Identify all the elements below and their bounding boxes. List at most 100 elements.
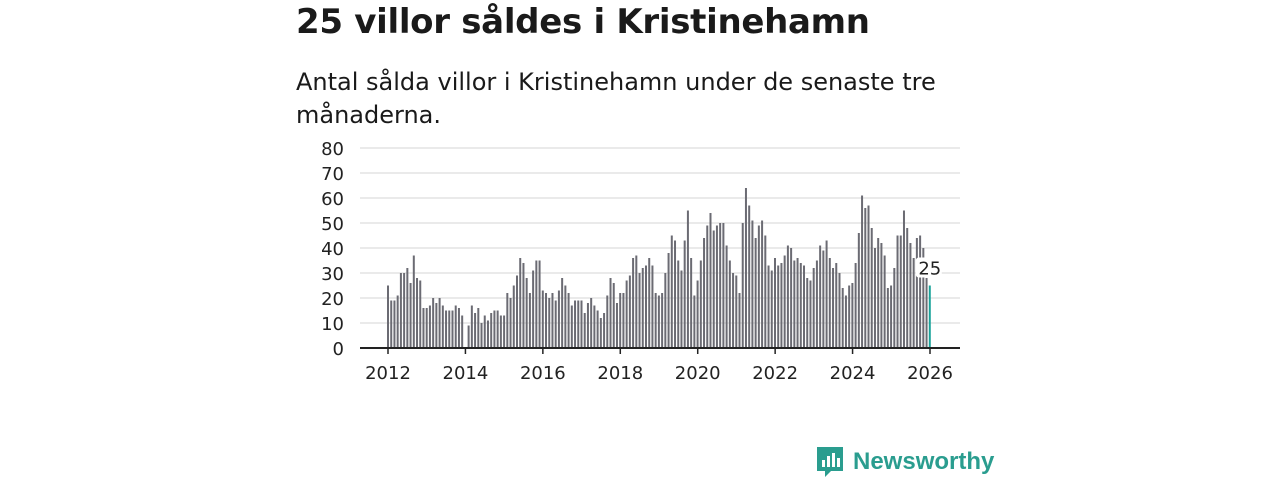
bar [590, 298, 593, 348]
bar [480, 323, 483, 348]
bar [815, 260, 818, 348]
bar [612, 283, 615, 348]
x-tick-label: 2022 [752, 363, 798, 384]
x-tick-label: 2012 [365, 363, 411, 384]
bar [677, 260, 680, 348]
bar [877, 238, 880, 348]
data-label-latest: 25 [918, 259, 941, 280]
bar [419, 280, 422, 348]
bar [925, 278, 928, 348]
bar [880, 243, 883, 348]
bar [744, 188, 747, 348]
bar [890, 285, 893, 348]
bar [674, 240, 677, 348]
bar [428, 305, 431, 348]
bar [451, 310, 454, 348]
bar [493, 310, 496, 348]
bar [609, 278, 612, 348]
bar [467, 325, 470, 348]
bar [603, 313, 606, 348]
newsworthy-logo-icon [817, 447, 843, 477]
bar [922, 248, 925, 348]
bar [754, 238, 757, 348]
x-tick-label: 2026 [907, 363, 953, 384]
bar [641, 268, 644, 348]
x-tick-label: 2020 [675, 363, 721, 384]
bar [873, 248, 876, 348]
bar [625, 280, 628, 348]
bar [438, 298, 441, 348]
bar [577, 300, 580, 348]
bar [593, 305, 596, 348]
bar [470, 305, 473, 348]
bar [570, 305, 573, 348]
y-tick-label: 50 [321, 214, 344, 235]
bar [406, 268, 409, 348]
bar [767, 265, 770, 348]
bar [715, 225, 718, 348]
bar [561, 278, 564, 348]
bar [606, 295, 609, 348]
bar [893, 268, 896, 348]
bar [825, 240, 828, 348]
grid-lines [360, 147, 960, 324]
x-axis-ticks: 2012 2014 2016 2018 2020 2022 2024 2026 [365, 348, 953, 384]
bar [461, 315, 464, 348]
bar [680, 270, 683, 348]
bar-latest [928, 285, 931, 348]
bar [477, 308, 480, 348]
bar [541, 290, 544, 348]
bar [628, 275, 631, 348]
y-tick-label: 60 [321, 189, 344, 210]
bar [432, 298, 435, 348]
bar [722, 223, 725, 348]
bar [886, 288, 889, 348]
y-axis-ticks: 0 10 20 30 40 50 60 70 80 [321, 139, 344, 360]
x-tick-label: 2018 [597, 363, 643, 384]
bar [387, 285, 389, 348]
bar [857, 233, 860, 348]
bar [851, 283, 854, 348]
bar [773, 258, 776, 348]
bar [525, 278, 528, 348]
bar [867, 205, 870, 348]
bar [822, 250, 825, 348]
bar [564, 285, 567, 348]
bar [757, 225, 760, 348]
bar [667, 253, 670, 348]
bar [738, 293, 741, 348]
bar [690, 258, 693, 348]
bar [854, 263, 857, 348]
bar [448, 310, 451, 348]
bar [838, 273, 841, 348]
bar [567, 293, 570, 348]
brand-name: Newsworthy [853, 448, 995, 475]
bar [615, 303, 618, 348]
bar [699, 260, 702, 348]
bar [661, 293, 664, 348]
bar [670, 235, 673, 348]
bar [528, 293, 531, 348]
bar [828, 258, 831, 348]
bar [703, 238, 706, 348]
bar [696, 280, 699, 348]
bar [683, 240, 686, 348]
bar [499, 315, 502, 348]
y-tick-label: 70 [321, 164, 344, 185]
bar [806, 278, 809, 348]
bar [416, 278, 419, 348]
bar [793, 260, 796, 348]
bar [506, 293, 509, 348]
bar [870, 228, 873, 348]
bar [425, 308, 428, 348]
bar [883, 255, 886, 348]
bar [583, 313, 586, 348]
y-tick-label: 40 [321, 239, 344, 260]
bar [832, 268, 835, 348]
bar [422, 308, 425, 348]
bar [764, 235, 767, 348]
y-tick-label: 10 [321, 314, 344, 335]
bar [574, 300, 577, 348]
bar [906, 228, 909, 348]
bar [728, 260, 731, 348]
